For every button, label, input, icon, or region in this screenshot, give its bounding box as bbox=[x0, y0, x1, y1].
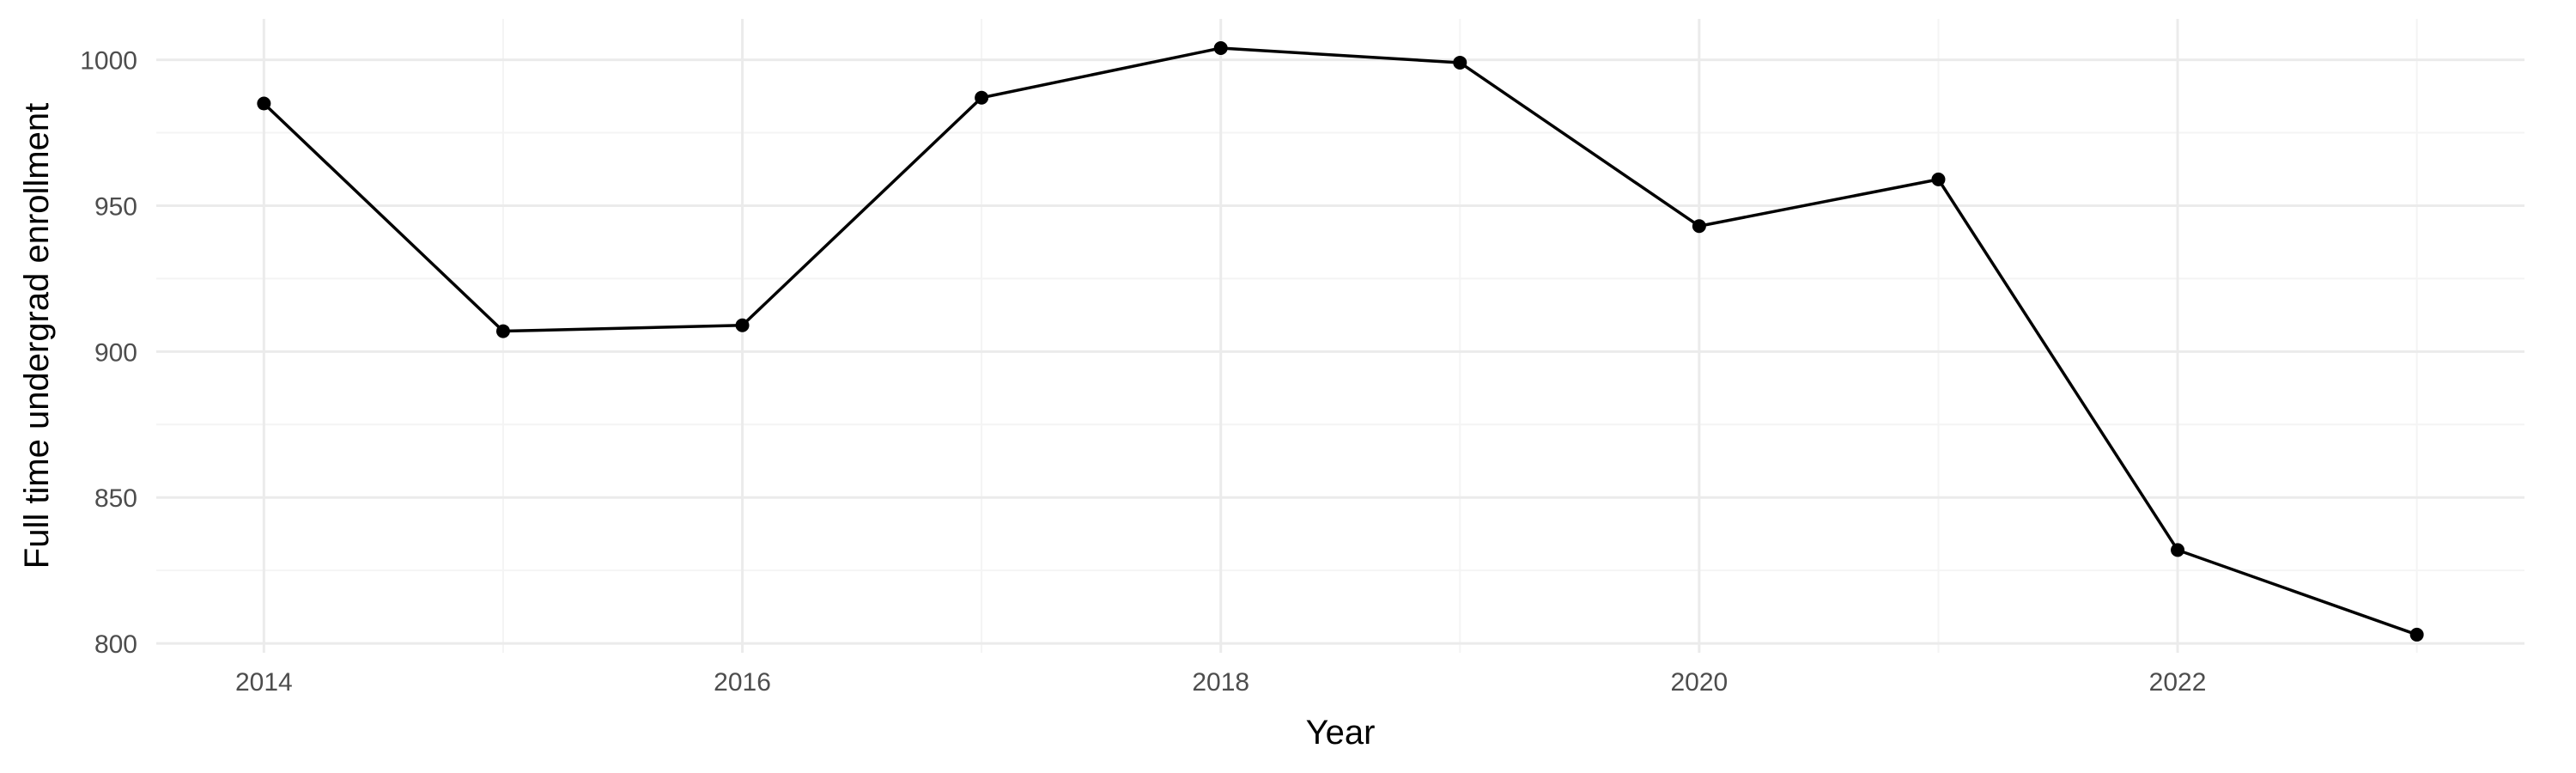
y-tick-label: 800 bbox=[94, 630, 137, 659]
data-point bbox=[975, 90, 989, 105]
data-point bbox=[735, 318, 750, 332]
data-point bbox=[257, 96, 271, 111]
data-point bbox=[1931, 172, 1946, 186]
data-point bbox=[1213, 40, 1228, 55]
data-point bbox=[2409, 627, 2424, 642]
x-tick-label: 2022 bbox=[2149, 668, 2207, 697]
x-tick-label: 2014 bbox=[235, 668, 293, 697]
data-point bbox=[1453, 55, 1467, 70]
y-tick-label: 1000 bbox=[80, 47, 137, 76]
y-tick-label: 850 bbox=[94, 484, 137, 513]
x-tick-label: 2020 bbox=[1671, 668, 1728, 697]
minor-gridlines bbox=[156, 19, 2524, 653]
y-tick-label: 900 bbox=[94, 338, 137, 367]
x-tick-label: 2018 bbox=[1192, 668, 1249, 697]
series-line bbox=[263, 46, 2418, 636]
y-axis-title: Full time undergrad enrollment bbox=[18, 103, 56, 569]
data-point bbox=[1692, 219, 1706, 234]
series-layer bbox=[257, 40, 2424, 642]
data-point bbox=[495, 324, 510, 338]
x-axis-title: Year bbox=[1306, 714, 1376, 752]
major-gridlines bbox=[156, 19, 2524, 653]
x-tick-label: 2016 bbox=[714, 668, 771, 697]
tick-labels: 2014 2016 2018 2020 2022 800 850 900 950 1000 bbox=[80, 47, 2206, 697]
data-point bbox=[2171, 543, 2185, 557]
y-tick-label: 950 bbox=[94, 192, 137, 221]
